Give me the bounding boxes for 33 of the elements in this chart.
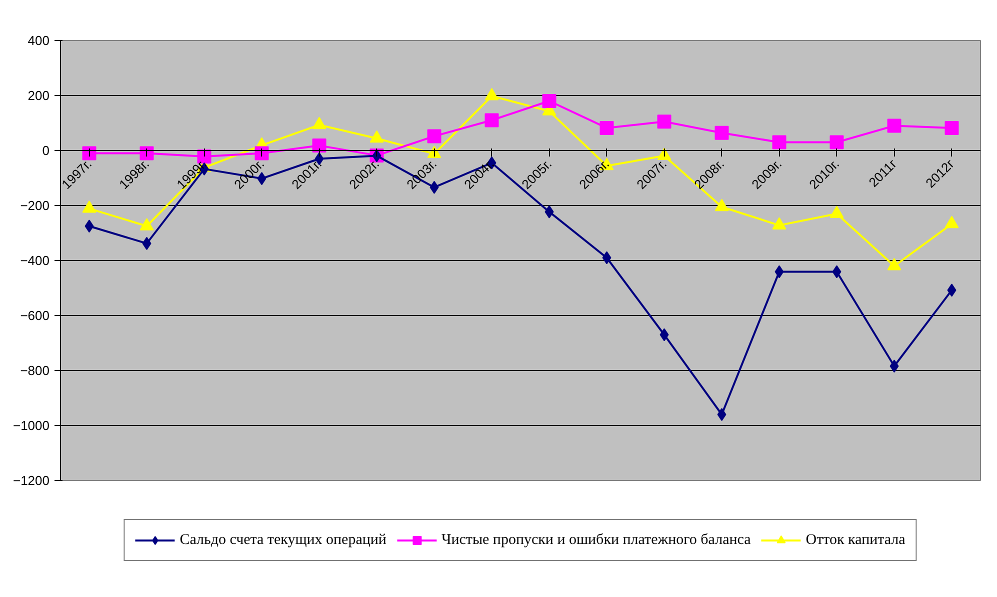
point [714,126,729,140]
point [887,118,902,133]
point [830,135,844,150]
point [600,120,614,135]
point [890,360,899,373]
legend-label: Чистые пропуски и ошибки платежного баланса [441,532,751,548]
y-tick-label: 200 [28,88,50,103]
point [544,205,554,218]
y-tick-label: −600 [20,308,50,323]
point [542,94,556,108]
point [717,408,726,421]
y-tick-label: −800 [20,363,50,378]
point [657,114,672,129]
point [484,113,499,128]
point [944,120,959,135]
point [947,284,956,297]
y-tick-label: −200 [20,198,50,213]
point [832,265,842,278]
y-tick-label: −400 [20,253,50,268]
point [602,251,612,264]
point [427,129,442,144]
point [774,265,784,278]
y-tick-label: −1200 [12,473,50,488]
legend-label: Сальдо счета текущих операций [180,532,386,548]
point [660,328,669,342]
point [84,220,94,233]
point [772,135,786,150]
point [142,236,152,250]
y-tick-label: −1000 [12,418,50,433]
y-tick-label: 0 [42,143,50,158]
point [312,138,326,153]
y-tick-label: 400 [28,33,50,48]
legend-label: Отток капитала [806,532,906,548]
